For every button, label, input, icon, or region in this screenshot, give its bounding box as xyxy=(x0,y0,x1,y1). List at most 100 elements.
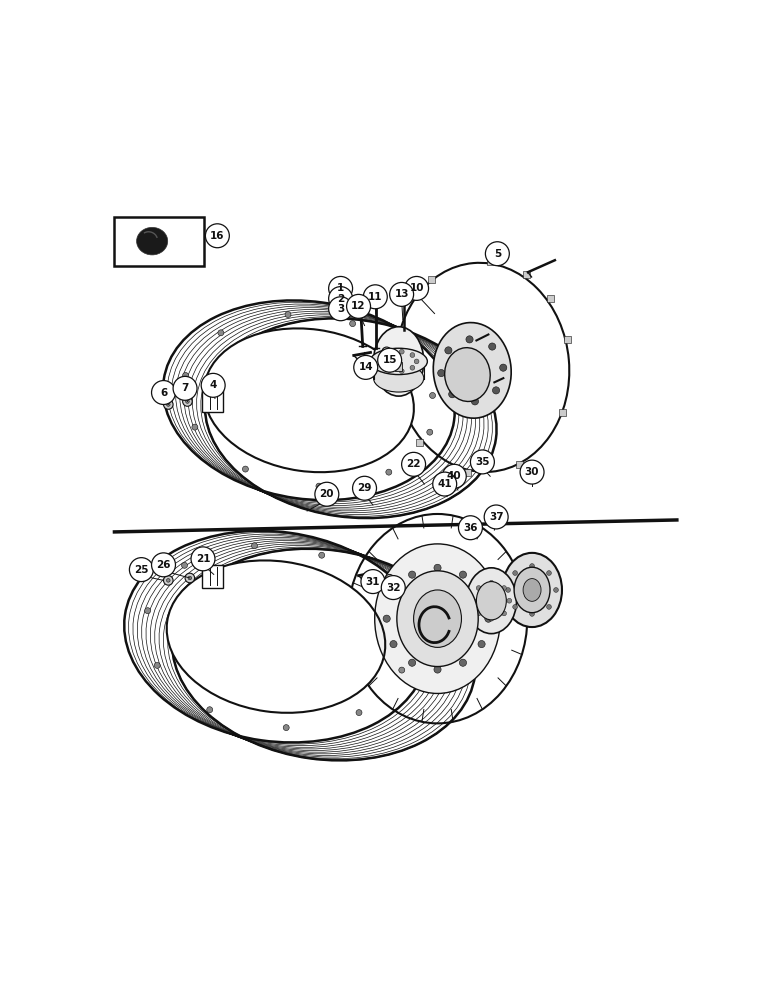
Circle shape xyxy=(388,350,392,355)
Circle shape xyxy=(390,590,397,597)
Circle shape xyxy=(144,608,151,614)
Circle shape xyxy=(319,552,325,558)
Ellipse shape xyxy=(167,560,385,713)
Circle shape xyxy=(476,586,481,590)
FancyBboxPatch shape xyxy=(428,276,435,283)
Circle shape xyxy=(401,452,425,476)
Circle shape xyxy=(485,615,492,622)
Circle shape xyxy=(399,369,405,374)
Ellipse shape xyxy=(523,579,541,601)
Circle shape xyxy=(164,576,173,585)
Text: 5: 5 xyxy=(494,249,501,259)
Circle shape xyxy=(476,611,481,616)
Circle shape xyxy=(316,483,322,489)
Text: 25: 25 xyxy=(134,565,149,575)
Ellipse shape xyxy=(514,567,550,613)
Circle shape xyxy=(547,604,551,609)
Circle shape xyxy=(167,403,170,406)
Circle shape xyxy=(434,564,441,571)
Circle shape xyxy=(188,576,191,580)
Text: 16: 16 xyxy=(210,231,225,241)
Circle shape xyxy=(383,615,391,622)
Circle shape xyxy=(427,429,433,435)
Circle shape xyxy=(438,370,445,377)
Circle shape xyxy=(502,586,506,590)
FancyBboxPatch shape xyxy=(486,257,494,265)
Circle shape xyxy=(191,547,215,571)
Text: 40: 40 xyxy=(447,471,462,481)
Text: 30: 30 xyxy=(525,467,540,477)
Circle shape xyxy=(173,376,197,400)
Circle shape xyxy=(520,460,544,484)
Circle shape xyxy=(410,365,415,370)
Circle shape xyxy=(185,573,195,583)
Circle shape xyxy=(379,356,384,360)
Circle shape xyxy=(151,553,175,577)
Circle shape xyxy=(408,659,415,666)
Circle shape xyxy=(329,287,353,311)
Circle shape xyxy=(354,355,378,379)
Circle shape xyxy=(385,350,388,354)
Circle shape xyxy=(329,297,353,321)
Circle shape xyxy=(507,598,512,603)
Circle shape xyxy=(285,312,291,318)
Text: 1: 1 xyxy=(337,283,344,293)
Circle shape xyxy=(445,347,452,354)
Ellipse shape xyxy=(137,227,168,255)
Circle shape xyxy=(364,285,388,309)
Circle shape xyxy=(386,469,392,475)
Circle shape xyxy=(388,368,392,372)
Ellipse shape xyxy=(204,328,414,472)
Circle shape xyxy=(502,611,506,616)
Circle shape xyxy=(353,476,377,500)
FancyBboxPatch shape xyxy=(201,565,223,588)
Circle shape xyxy=(167,579,170,582)
Text: 31: 31 xyxy=(366,577,380,587)
Circle shape xyxy=(433,472,457,496)
Circle shape xyxy=(207,707,213,713)
FancyBboxPatch shape xyxy=(395,362,402,371)
Circle shape xyxy=(493,387,499,394)
Circle shape xyxy=(459,659,466,666)
Circle shape xyxy=(402,350,408,356)
Ellipse shape xyxy=(466,568,516,634)
FancyBboxPatch shape xyxy=(416,439,423,446)
Circle shape xyxy=(530,611,534,616)
FancyBboxPatch shape xyxy=(114,217,204,266)
Circle shape xyxy=(315,482,339,506)
Text: 4: 4 xyxy=(209,380,217,390)
Circle shape xyxy=(361,570,385,594)
Text: 10: 10 xyxy=(409,283,424,293)
Ellipse shape xyxy=(374,544,500,693)
Circle shape xyxy=(472,398,479,405)
FancyBboxPatch shape xyxy=(523,271,530,278)
Circle shape xyxy=(130,558,154,582)
Ellipse shape xyxy=(374,327,424,396)
Circle shape xyxy=(382,347,391,357)
Circle shape xyxy=(429,392,435,398)
Circle shape xyxy=(415,359,419,364)
Circle shape xyxy=(478,590,485,597)
Circle shape xyxy=(242,466,249,472)
Text: 12: 12 xyxy=(351,301,366,311)
Circle shape xyxy=(185,400,189,403)
Text: 29: 29 xyxy=(357,483,372,493)
Circle shape xyxy=(356,710,362,716)
Circle shape xyxy=(434,666,441,673)
Circle shape xyxy=(442,464,466,488)
Circle shape xyxy=(408,571,415,578)
FancyBboxPatch shape xyxy=(396,327,403,334)
Circle shape xyxy=(252,543,257,549)
Ellipse shape xyxy=(476,582,506,620)
Circle shape xyxy=(513,571,517,575)
Text: 41: 41 xyxy=(438,479,452,489)
Circle shape xyxy=(547,571,551,575)
Circle shape xyxy=(390,282,414,306)
FancyBboxPatch shape xyxy=(564,336,571,343)
FancyBboxPatch shape xyxy=(201,389,223,412)
Circle shape xyxy=(182,373,188,378)
Text: 11: 11 xyxy=(368,292,383,302)
Circle shape xyxy=(399,349,405,354)
Text: 13: 13 xyxy=(394,289,409,299)
Text: 22: 22 xyxy=(406,459,421,469)
